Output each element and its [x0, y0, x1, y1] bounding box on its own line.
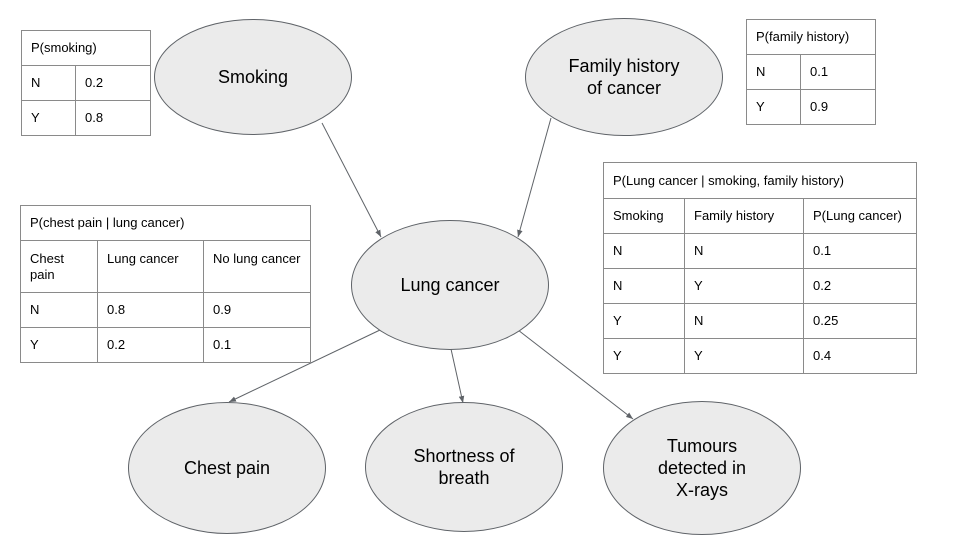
cpt-cell: N	[746, 54, 801, 90]
node-tumours-label-line1: Tumours	[666, 436, 738, 456]
cpt-cell: 0.25	[803, 303, 917, 339]
table-row: Y 0.8	[21, 100, 151, 136]
edge-lung-cancer-to-chest-pain	[228, 329, 381, 403]
cpt-cell: 0.8	[75, 100, 151, 136]
cpt-cell: N	[603, 268, 685, 304]
table-row: Y 0.2 0.1	[20, 327, 311, 363]
cpt-chest-pain: P(chest pain | lung cancer) Chest pain L…	[20, 205, 311, 363]
column-header: Lung cancer	[97, 240, 204, 293]
cpt-cell: Y	[684, 338, 804, 374]
cpt-cell: 0.9	[800, 89, 876, 125]
edge-smoking-to-lung-cancer	[321, 122, 382, 238]
cpt-lung-cancer-title: P(Lung cancer | smoking, family history)	[603, 162, 917, 199]
node-chest-pain: Chest pain	[128, 402, 326, 534]
column-header: Chest pain	[20, 240, 98, 293]
node-lung-cancer-label: Lung cancer	[400, 275, 500, 295]
node-tumours-label-line3: X-rays	[675, 480, 728, 500]
column-header: Smoking	[603, 198, 685, 234]
edge-lung-cancer-to-shortness-of-breath	[450, 348, 465, 404]
cpt-cell: N	[21, 65, 76, 101]
cpt-cell: 0.4	[803, 338, 917, 374]
column-header: P(Lung cancer)	[803, 198, 917, 234]
cpt-cell: N	[20, 292, 98, 328]
cpt-cell: Y	[603, 338, 685, 374]
cpt-cell: 0.1	[203, 327, 311, 363]
cpt-cell: 0.2	[803, 268, 917, 304]
node-lung-cancer: Lung cancer	[351, 220, 549, 350]
cpt-cell: 0.1	[800, 54, 876, 90]
cpt-cell: 0.8	[97, 292, 204, 328]
node-smoking: Smoking	[154, 19, 352, 135]
cpt-cell: 0.2	[97, 327, 204, 363]
cpt-cell: N	[684, 233, 804, 269]
cpt-cell: 0.2	[75, 65, 151, 101]
cpt-cell: N	[684, 303, 804, 339]
node-tumours-label-line2: detected in	[657, 458, 747, 478]
cpt-smoking-title: P(smoking)	[21, 30, 151, 66]
cpt-family-history-title: P(family history)	[746, 19, 876, 55]
node-smoking-label: Smoking	[217, 67, 289, 87]
node-tumours: Tumours detected in X-rays	[603, 401, 801, 535]
table-row: Y Y 0.4	[603, 338, 917, 374]
cpt-cell: N	[603, 233, 685, 269]
table-row: N 0.1	[746, 54, 876, 90]
table-row: Y 0.9	[746, 89, 876, 125]
cpt-cell: 0.9	[203, 292, 311, 328]
node-shortness-label-line1: Shortness of	[413, 446, 515, 466]
node-family-history: Family history of cancer	[525, 18, 723, 136]
column-header: No lung cancer	[203, 240, 311, 293]
node-shortness-of-breath: Shortness of breath	[365, 402, 563, 532]
cpt-cell: Y	[21, 100, 76, 136]
cpt-cell: Y	[746, 89, 801, 125]
edge-family-history-to-lung-cancer	[517, 117, 552, 238]
cpt-family-history: P(family history) N 0.1 Y 0.9	[746, 19, 876, 125]
column-header: Family history	[684, 198, 804, 234]
table-header-row: Smoking Family history P(Lung cancer)	[603, 198, 917, 234]
cpt-cell: Y	[20, 327, 98, 363]
table-row: Y N 0.25	[603, 303, 917, 339]
table-row: N 0.8 0.9	[20, 292, 311, 328]
cpt-cell: Y	[684, 268, 804, 304]
table-row: N 0.2	[21, 65, 151, 101]
cpt-chest-pain-title: P(chest pain | lung cancer)	[20, 205, 311, 241]
cpt-cell: 0.1	[803, 233, 917, 269]
edge-lung-cancer-to-tumours	[517, 329, 634, 420]
table-row: N Y 0.2	[603, 268, 917, 304]
node-shortness-label-line2: breath	[438, 468, 490, 488]
cpt-smoking: P(smoking) N 0.2 Y 0.8	[21, 30, 151, 136]
node-family-history-label-line2: of cancer	[586, 78, 662, 98]
table-row: N N 0.1	[603, 233, 917, 269]
table-header-row: Chest pain Lung cancer No lung cancer	[20, 240, 311, 293]
cpt-lung-cancer: P(Lung cancer | smoking, family history)…	[603, 162, 917, 374]
node-family-history-label-line1: Family history	[568, 56, 680, 76]
node-chest-pain-label: Chest pain	[183, 458, 271, 478]
cpt-cell: Y	[603, 303, 685, 339]
